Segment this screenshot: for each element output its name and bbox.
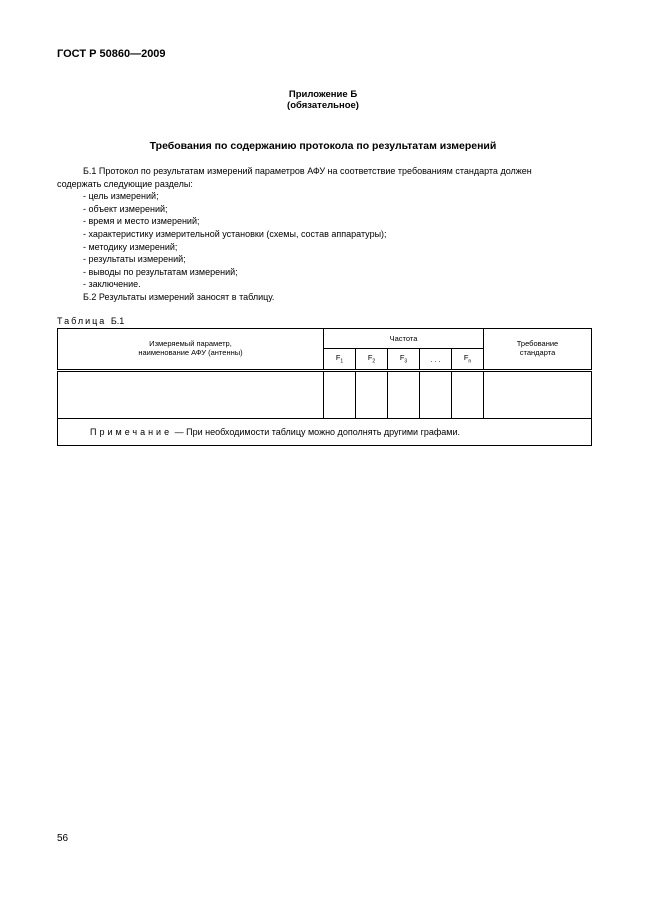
para1-line2: содержать следующие разделы: xyxy=(57,178,193,189)
para1-line1: Б.1 Протокол по результатам измерений па… xyxy=(83,166,532,176)
table-cell xyxy=(387,370,420,419)
table-caption-word: Таблица xyxy=(57,316,107,326)
table-cell xyxy=(355,370,388,419)
results-table: Измеряемый параметр, наименование АФУ (а… xyxy=(57,328,592,446)
standard-header: ГОСТ Р 50860—2009 xyxy=(57,48,166,60)
note-row: Примечание — При необходимости таблицу м… xyxy=(57,418,592,446)
list-item: - выводы по результатам измерений; xyxy=(83,266,238,277)
header-frequency: Частота xyxy=(323,328,484,349)
table-note: Примечание — При необходимости таблицу м… xyxy=(57,418,592,446)
table-cell xyxy=(483,370,592,419)
list-item: - объект измерений; xyxy=(83,203,168,214)
header-parameter: Измеряемый параметр, наименование АФУ (а… xyxy=(57,328,324,372)
sections-list: - цель измерений; - объект измерений; - … xyxy=(57,190,597,291)
section-title: Требования по содержанию протокола по ре… xyxy=(149,140,497,152)
table-row xyxy=(57,370,592,419)
header-parameter-line2: наименование АФУ (антенны) xyxy=(138,348,243,357)
table-cell xyxy=(323,370,356,419)
header-f1: F1 xyxy=(323,348,356,372)
table-cell xyxy=(419,370,452,419)
list-item: - заключение. xyxy=(83,279,141,290)
note-text: — При необходимости таблицу можно дополн… xyxy=(172,427,461,437)
header-f3: F3 xyxy=(387,348,420,372)
appendix-subtitle: (обязательное) xyxy=(287,100,359,111)
page-number: 56 xyxy=(57,833,69,844)
list-item: - цель измерений; xyxy=(83,191,159,202)
table-caption: Таблица Б.1 xyxy=(57,316,124,326)
list-item: - результаты измерений; xyxy=(83,254,186,265)
body-text: Б.1 Протокол по результатам измерений па… xyxy=(57,165,597,304)
table-caption-number: Б.1 xyxy=(110,316,125,326)
header-requirement-line1: Требование xyxy=(516,339,559,348)
header-fn: Fn xyxy=(451,348,484,372)
list-item: - методику измерений; xyxy=(83,241,178,252)
appendix-title: Приложение Б xyxy=(288,89,358,100)
list-item: - характеристику измерительной установки… xyxy=(83,228,387,239)
header-requirement: Требование стандарта xyxy=(483,328,592,372)
table-cell xyxy=(57,370,324,419)
header-f2: F2 xyxy=(355,348,388,372)
para2: Б.2 Результаты измерений заносят в табли… xyxy=(83,291,275,302)
header-ellipsis: . . . xyxy=(419,348,452,372)
header-parameter-line1: Измеряемый параметр, xyxy=(149,339,232,348)
list-item: - время и место измерений; xyxy=(83,216,200,227)
note-label: Примечание xyxy=(90,427,173,437)
table-cell xyxy=(451,370,484,419)
header-requirement-line2: стандарта xyxy=(519,348,556,357)
